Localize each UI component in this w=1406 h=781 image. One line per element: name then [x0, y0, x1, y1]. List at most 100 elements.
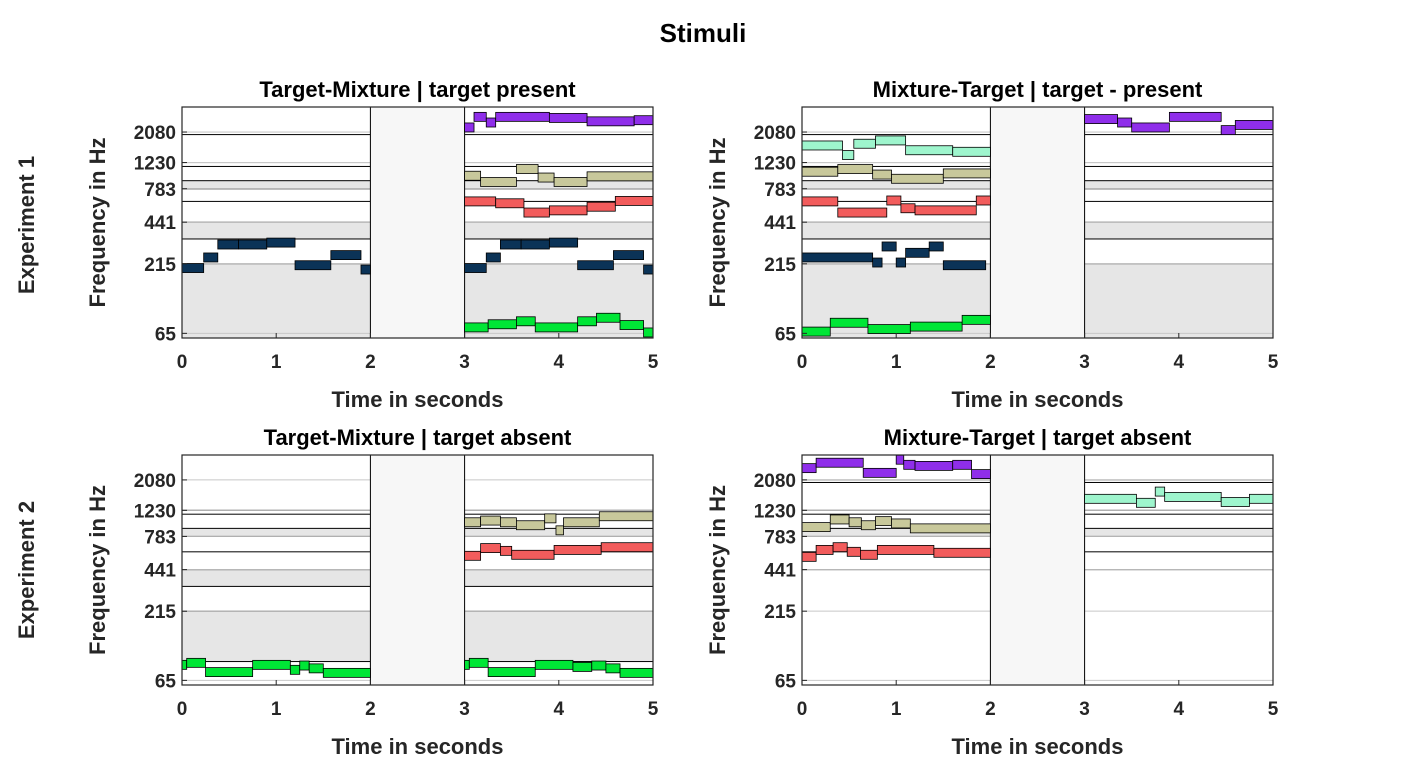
- note-segment: [487, 319, 517, 330]
- note-segment: [516, 316, 536, 327]
- note-segment: [903, 459, 916, 470]
- note-segment: [499, 517, 517, 528]
- note-segment: [289, 664, 301, 675]
- panel-2: 0 1 2 3 4 5 65 215 441 783 1230 2080 Mixture-Target …: [705, 77, 1279, 412]
- note-segment: [872, 257, 883, 268]
- x-tick-label: 2: [985, 352, 996, 373]
- note-segment: [801, 463, 817, 474]
- figure-title: Stimuli: [660, 18, 747, 48]
- note-segment: [294, 260, 332, 271]
- note-segment: [464, 659, 470, 670]
- note-segment: [464, 122, 475, 133]
- x-tick-label: 2: [365, 699, 376, 720]
- note-segment: [942, 168, 991, 179]
- note-segment: [548, 205, 588, 216]
- y-tick-label: 1230: [754, 501, 796, 522]
- note-segment: [464, 263, 487, 273]
- note-segment: [837, 164, 874, 174]
- note-segment: [473, 111, 487, 122]
- note-segment: [468, 657, 489, 668]
- note-segment: [1168, 111, 1222, 122]
- y-tick-label: 783: [144, 180, 176, 201]
- note-segment: [464, 550, 482, 561]
- note-segment: [891, 173, 944, 184]
- note-segment: [614, 196, 654, 206]
- note-segment: [875, 135, 907, 146]
- note-segment: [516, 520, 546, 531]
- note-segment: [537, 172, 555, 183]
- note-segment: [848, 517, 862, 528]
- y-tick-label: 2080: [754, 123, 796, 144]
- note-segment: [586, 116, 635, 127]
- note-segment: [801, 551, 817, 562]
- note-segment: [971, 469, 991, 480]
- note-segment: [801, 326, 831, 337]
- panel-3: 0 1 2 3 4 5 65 215 441 783 1230 2080 Target-Mixture …: [85, 425, 659, 759]
- note-segment: [633, 115, 654, 126]
- y-tick-label: 215: [764, 602, 796, 623]
- y-tick-label: 2080: [134, 123, 176, 144]
- note-segment: [961, 314, 991, 325]
- x-tick-label: 5: [1268, 352, 1279, 373]
- y-tick-label: 2080: [754, 471, 796, 492]
- x-tick-label: 1: [891, 699, 902, 720]
- y-tick-label: 1230: [754, 154, 796, 175]
- note-segment: [1131, 122, 1170, 133]
- x-tick-label: 3: [1079, 699, 1090, 720]
- y-tick-label: 215: [764, 255, 796, 276]
- note-segment: [238, 239, 268, 250]
- note-segment: [563, 517, 600, 528]
- note-segment: [572, 662, 593, 672]
- note-segment: [801, 196, 839, 207]
- x-tick-label: 4: [554, 699, 565, 720]
- note-segment: [464, 322, 489, 333]
- y-axis-label: Frequency in Hz: [85, 138, 110, 308]
- note-segment: [495, 111, 550, 122]
- note-segment: [548, 113, 588, 123]
- x-tick-label: 1: [271, 352, 282, 373]
- y-tick-label: 441: [144, 561, 176, 582]
- note-segment: [548, 237, 579, 248]
- silence-gap: [989, 454, 1086, 686]
- note-segment: [909, 321, 963, 332]
- note-segment: [837, 207, 888, 218]
- note-segment: [928, 241, 944, 252]
- note-segment: [1164, 492, 1222, 502]
- note-segment: [643, 327, 654, 338]
- note-segment: [480, 543, 501, 553]
- panel-4: 0 1 2 3 4 5 65 215 441 783 1230 2080 Mixture-Target …: [705, 425, 1279, 759]
- silence-gap: [369, 454, 466, 686]
- note-segment: [555, 525, 564, 536]
- x-tick-label: 2: [365, 352, 376, 373]
- note-segment: [914, 461, 954, 471]
- y-tick-label: 2080: [134, 471, 176, 492]
- note-segment: [801, 140, 843, 151]
- x-axis-label: Time in seconds: [332, 387, 504, 412]
- note-segment: [1154, 486, 1166, 497]
- note-segment: [801, 166, 839, 177]
- note-segment: [591, 660, 607, 671]
- note-segment: [464, 196, 497, 207]
- note-segment: [832, 542, 848, 553]
- x-tick-label: 5: [1268, 699, 1279, 720]
- note-segment: [523, 207, 550, 218]
- note-segment: [217, 239, 239, 250]
- note-segment: [875, 516, 892, 527]
- silence-gap: [369, 106, 466, 339]
- y-tick-label: 1230: [134, 154, 176, 175]
- note-segment: [487, 667, 536, 677]
- y-tick-label: 65: [775, 671, 797, 692]
- note-segment: [905, 247, 930, 258]
- note-segment: [480, 515, 501, 526]
- x-tick-label: 4: [1174, 699, 1185, 720]
- panel-title: Mixture-Target | target absent: [884, 425, 1192, 450]
- x-tick-label: 3: [459, 699, 470, 720]
- note-segment: [1220, 497, 1250, 507]
- x-tick-label: 3: [459, 352, 470, 373]
- note-segment: [801, 522, 831, 532]
- note-segment: [909, 523, 991, 534]
- note-segment: [252, 659, 291, 670]
- note-segment: [330, 250, 362, 260]
- note-segment: [553, 545, 602, 555]
- x-tick-label: 0: [177, 699, 188, 720]
